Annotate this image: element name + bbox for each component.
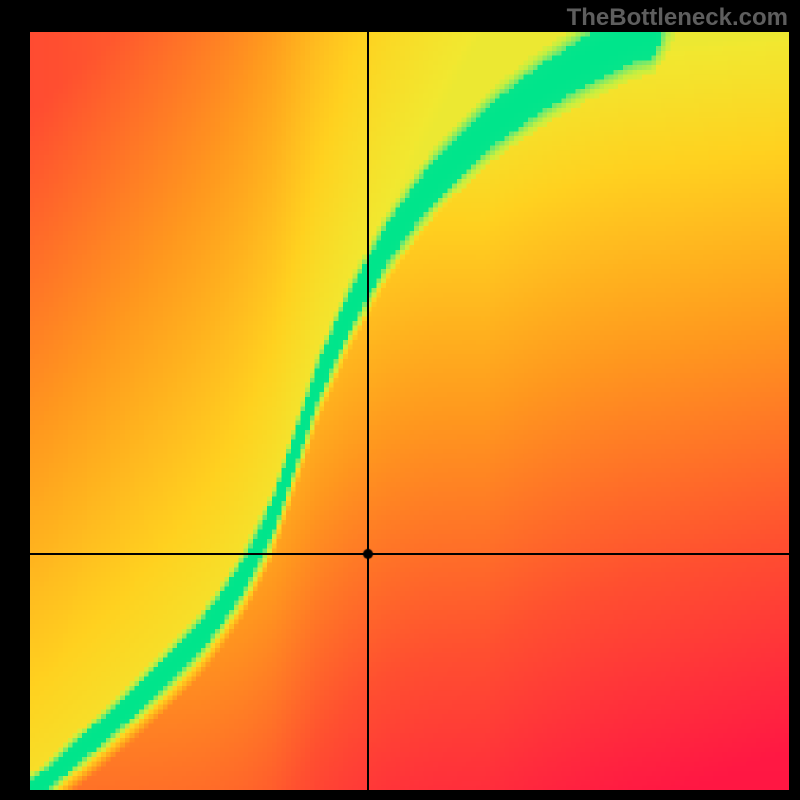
- bottleneck-heatmap: [30, 32, 789, 790]
- crosshair-marker: [361, 547, 375, 561]
- chart-container: TheBottleneck.com: [0, 0, 800, 800]
- watermark-text: TheBottleneck.com: [567, 4, 788, 32]
- crosshair-horizontal: [30, 553, 789, 555]
- crosshair-vertical: [367, 32, 369, 790]
